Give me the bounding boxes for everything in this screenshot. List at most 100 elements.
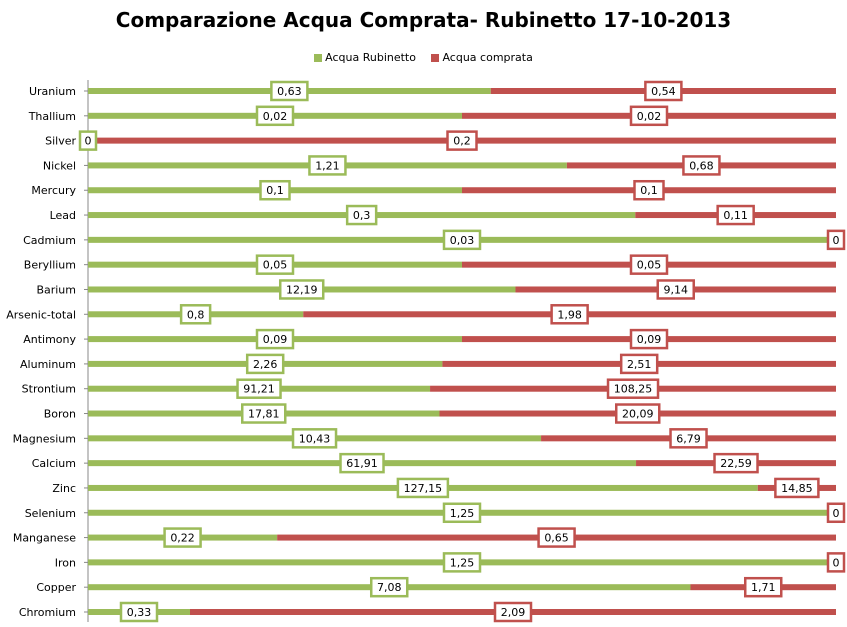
data-label-comprata: 0,09 [637,333,662,346]
data-label-comprata-box [446,130,478,151]
category-label: Arsenic-total [6,308,76,321]
data-label-rubinetto-box [255,254,295,275]
data-label-rubinetto: 0,3 [353,209,371,222]
legend: Acqua Rubinetto Acqua comprata [0,51,847,64]
category-label: Thallium [28,110,76,123]
data-label-rubinetto-box [369,576,409,598]
data-label-comprata: 2,51 [627,358,652,371]
data-label-rubinetto: 0,09 [263,333,288,346]
data-label-rubinetto: 91,21 [243,383,275,396]
data-label-comprata-box [682,155,721,176]
data-label-comprata: 0 [833,234,840,247]
data-label-rubinetto: 10,43 [299,432,331,445]
data-label-rubinetto: 7,08 [377,581,402,594]
data-label-rubinetto: 0,03 [450,234,475,247]
category-label: Lead [50,209,76,222]
data-label-comprata: 20,09 [622,408,654,421]
chart-title: Comparazione Acqua Comprata- Rubinetto 1… [115,8,732,32]
data-label-rubinetto: 0,02 [263,110,288,123]
category-label: Selenium [25,507,76,520]
data-label-comprata: 0,02 [637,110,662,123]
data-label-rubinetto-box [345,204,378,226]
data-label-rubinetto-box [396,477,450,499]
data-label-comprata: 108,25 [614,383,653,396]
category-label: Zinc [52,482,76,495]
data-label-rubinetto-box [119,601,159,623]
category-label: Boron [44,408,76,421]
data-label-comprata-box [493,601,533,623]
data-label-rubinetto-box [245,353,285,375]
data-label-comprata-box [656,279,695,300]
data-label-rubinetto: 127,15 [404,482,443,495]
data-label-rubinetto-box [308,155,347,176]
data-label-comprata-box [774,477,820,499]
data-label-rubinetto: 12,19 [286,283,318,296]
data-label-comprata: 0,68 [689,159,714,172]
data-label-comprata: 0,1 [640,184,658,197]
data-label-rubinetto-box [291,428,338,449]
category-label: Iron [55,556,76,569]
data-label-rubinetto-box [179,304,212,325]
category-label: Mercury [31,184,76,197]
data-label-rubinetto: 0,22 [170,532,195,545]
category-label: Magnesium [13,432,76,445]
data-label-rubinetto: 0 [85,135,92,148]
category-label: Barium [36,283,76,296]
category-label: Antimony [23,333,76,346]
category-label: Manganese [13,532,76,545]
data-label-comprata-box [716,204,755,226]
category-label: Silver [45,135,76,148]
data-label-comprata: 2,09 [501,606,526,619]
data-label-rubinetto: 0,63 [277,85,302,98]
data-label-rubinetto: 17,81 [248,408,280,421]
data-label-rubinetto-box [236,378,282,399]
legend-label-rubinetto: Acqua Rubinetto [325,51,416,64]
data-label-rubinetto: 0,05 [263,259,288,272]
data-label-comprata-box [633,179,665,201]
legend-item-comprata: Acqua comprata [431,51,533,64]
data-label-rubinetto: 1,25 [450,556,475,569]
data-label-comprata: 1,98 [557,308,582,321]
category-label: Calcium [32,457,76,470]
data-label-comprata-box [669,428,708,449]
data-label-rubinetto-box [255,328,295,350]
data-label-comprata: 0,11 [723,209,748,222]
category-label: Strontium [22,383,76,396]
data-label-comprata-box [644,80,683,102]
category-label: Beryllium [24,259,76,272]
legend-item-rubinetto: Acqua Rubinetto [314,51,416,64]
data-label-rubinetto: 0,33 [127,606,152,619]
data-label-comprata: 14,85 [781,482,813,495]
data-label-comprata-box [826,502,846,524]
category-label: Chromium [19,606,76,619]
data-label-rubinetto-box [259,179,291,201]
data-label-comprata-box [606,378,660,399]
data-label-comprata-box [629,105,669,127]
data-label-rubinetto-box [255,105,295,127]
legend-swatch-rubinetto [314,54,323,62]
data-label-comprata: 0,65 [544,532,569,545]
data-label-rubinetto-box [163,527,202,548]
data-label-comprata: 6,79 [676,432,701,445]
data-label-rubinetto: 2,26 [253,358,278,371]
data-label-comprata: 0 [833,507,840,520]
data-label-rubinetto-box [442,229,482,251]
data-label-rubinetto: 1,25 [450,507,475,520]
data-label-comprata-box [537,527,576,548]
category-label: Cadmium [23,234,76,247]
data-label-comprata-box [615,403,661,424]
data-label-comprata-box [550,304,589,325]
data-label-comprata-box [629,254,669,275]
data-label-rubinetto: 0,8 [187,308,205,321]
data-label-comprata-box [619,353,659,375]
data-label-comprata: 22,59 [720,457,752,470]
category-label: Copper [36,581,76,594]
data-label-rubinetto: 61,91 [346,457,378,470]
data-label-rubinetto-box [339,452,385,474]
data-label-comprata: 0,05 [637,259,662,272]
legend-swatch-comprata [431,54,440,62]
data-label-rubinetto: 1,21 [315,159,340,172]
data-label-comprata: 9,14 [663,283,688,296]
data-label-comprata-box [629,328,669,350]
